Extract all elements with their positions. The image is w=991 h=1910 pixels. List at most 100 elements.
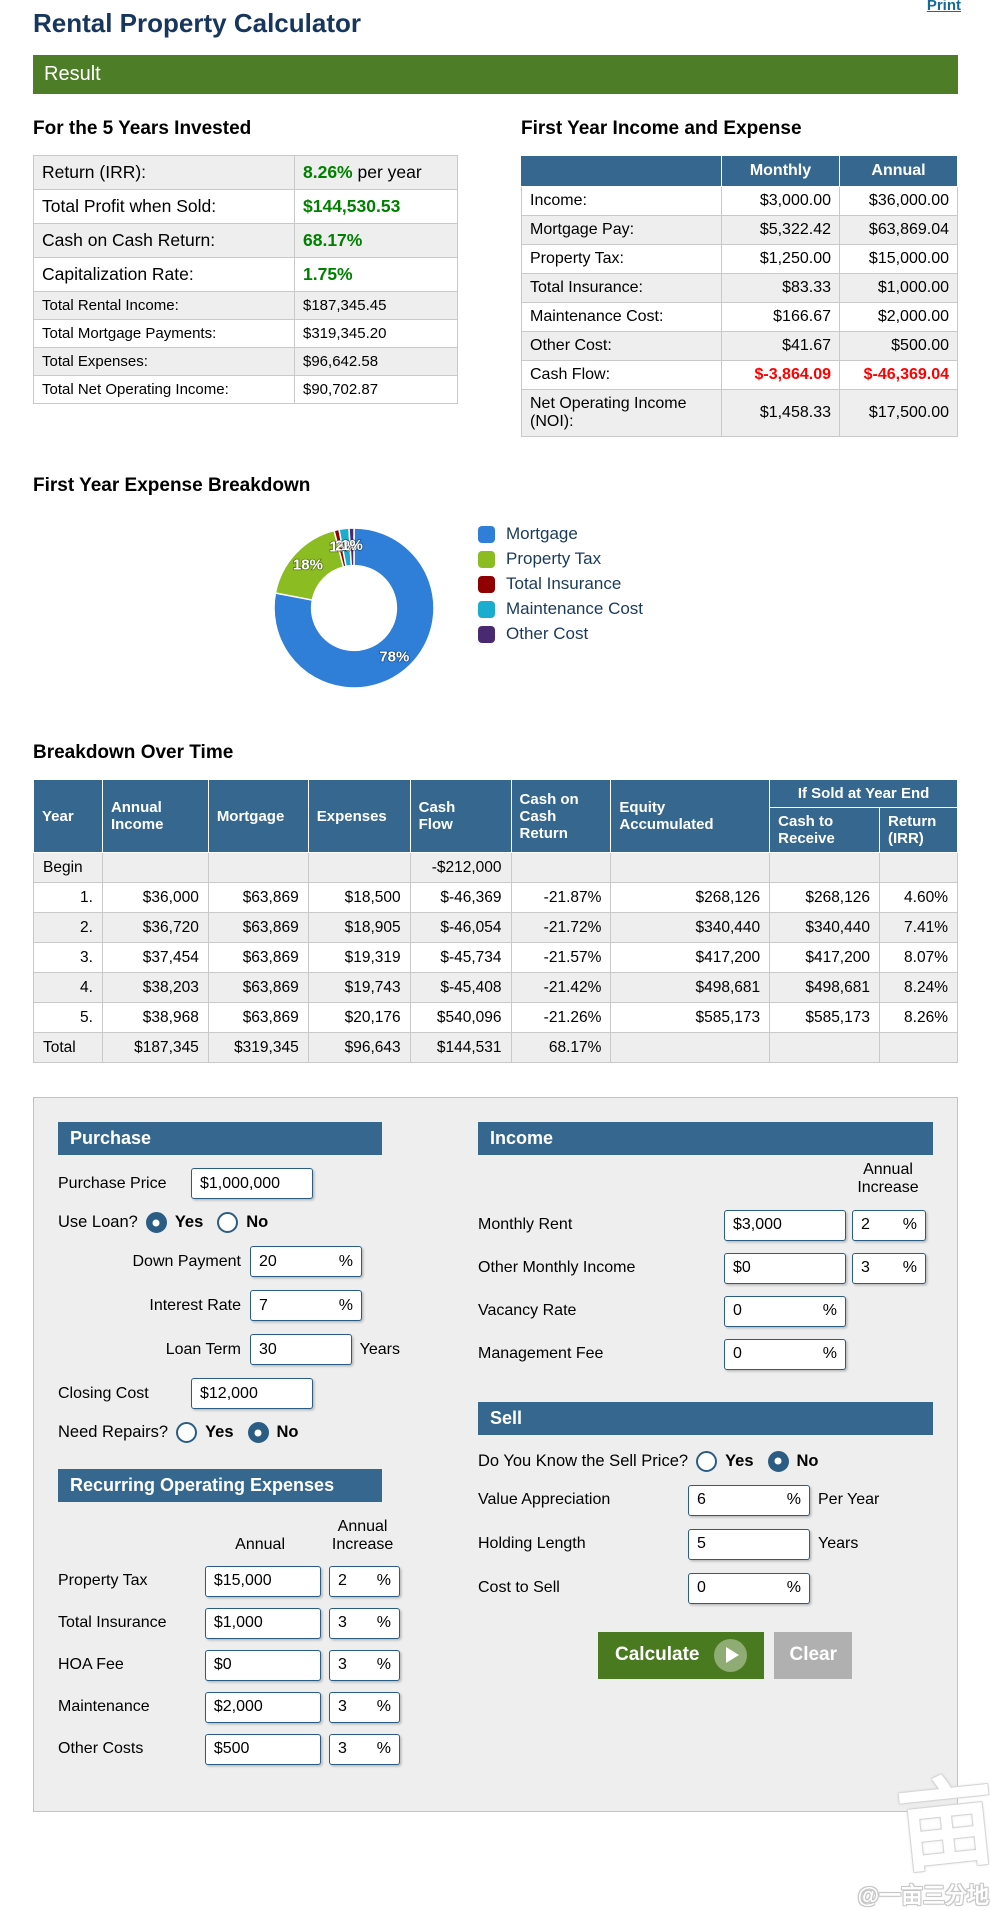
row-label: Income:: [521, 186, 722, 216]
management-fee-input[interactable]: 0%: [724, 1338, 846, 1370]
legend-item: Total Insurance: [478, 574, 643, 594]
insurance-annual-input[interactable]: $1,000: [204, 1607, 322, 1639]
legend-item: Mortgage: [478, 524, 643, 544]
closing-cost-label: Closing Cost: [58, 1384, 149, 1402]
annual-value: $500.00: [839, 331, 958, 361]
value-appreciation-input[interactable]: 6%: [688, 1484, 810, 1516]
row-label: Property Tax:: [521, 244, 722, 274]
first-year-table: Monthly Annual Income: $3,000.00 $36,000…: [521, 155, 958, 437]
legend-swatch-maintenance: [478, 600, 495, 618]
table-row: Return (IRR): 8.26% per year: [33, 155, 458, 190]
cost-to-sell-input[interactable]: 0%: [688, 1572, 810, 1604]
other-income-input[interactable]: $0: [724, 1252, 846, 1284]
income-row-vacancy: Vacancy Rate 0%: [478, 1295, 933, 1327]
expense-breakdown-chart: 78% 18% 1% 2% 1% Mortgage Property Tax Total…: [258, 512, 958, 704]
closing-cost-input[interactable]: $12,000: [191, 1378, 313, 1409]
print-link[interactable]: Print: [926, 0, 961, 14]
property-tax-increase-input[interactable]: 2%: [328, 1565, 400, 1597]
holding-length-label: Holding Length: [478, 1535, 586, 1553]
maintenance-annual-input[interactable]: $2,000: [204, 1691, 322, 1723]
annual-column-header: Annual: [839, 155, 958, 187]
other-costs-increase-input[interactable]: 3%: [328, 1733, 400, 1765]
interest-rate-input[interactable]: 7%: [250, 1290, 362, 1321]
need-repairs-no-label: No: [276, 1423, 299, 1441]
year-header: Year: [33, 779, 103, 853]
know-sell-price-yes-radio[interactable]: [696, 1450, 718, 1472]
other-costs-label: Other Costs: [58, 1740, 144, 1758]
percent-suffix: %: [376, 1698, 391, 1716]
row-label: Net Operating Income (NOI):: [521, 389, 722, 437]
monthly-rent-increase-input[interactable]: 2%: [852, 1209, 926, 1241]
annual-value: $-46,369.04: [839, 360, 958, 390]
insurance-increase-input[interactable]: 3%: [328, 1607, 400, 1639]
percent-suffix: %: [338, 1252, 353, 1270]
year-cell: 1.: [33, 882, 103, 913]
clear-button[interactable]: Clear: [774, 1631, 853, 1679]
percent-suffix: %: [376, 1614, 391, 1632]
chart-legend: Mortgage Property Tax Total Insurance Ma…: [478, 524, 643, 644]
annual-value: $2,000.00: [839, 302, 958, 332]
use-loan-no-radio[interactable]: [217, 1212, 239, 1233]
purchase-section-header: Purchase: [58, 1122, 382, 1155]
legend-label: Property Tax: [506, 549, 602, 568]
need-repairs-yes-radio[interactable]: [176, 1422, 198, 1443]
loan-term-label: Loan Term: [165, 1340, 241, 1358]
property-tax-annual-input[interactable]: $15,000: [204, 1565, 322, 1597]
year-cell: 3.: [33, 942, 103, 973]
percent-suffix: %: [376, 1656, 391, 1674]
hoa-annual-input[interactable]: $0: [204, 1649, 322, 1681]
down-payment-input[interactable]: 20%: [250, 1246, 362, 1277]
table-row: Cash on Cash Return: 68.17%: [33, 223, 458, 258]
summary-label: Total Net Operating Income:: [33, 375, 295, 404]
total-noi-value: $90,702.87: [294, 375, 458, 404]
other-income-increase-input[interactable]: 3%: [852, 1252, 926, 1284]
donut-data-label: 1%: [329, 538, 351, 555]
donut-data-label: 2%: [335, 537, 357, 554]
donut-data-label: 1%: [341, 537, 363, 554]
year-cell: 4.: [33, 972, 103, 1003]
vacancy-rate-input[interactable]: 0%: [724, 1295, 846, 1327]
cash-flow-row: Cash Flow: $-3,864.09 $-46,369.04: [521, 360, 958, 390]
table-row: Other Cost: $41.67 $500.00: [521, 331, 958, 361]
hoa-increase-input[interactable]: 3%: [328, 1649, 400, 1681]
annual-value: $63,869.04: [839, 215, 958, 245]
result-section-header: Result: [33, 55, 958, 94]
calculate-button[interactable]: Calculate: [598, 1631, 765, 1679]
monthly-column-header: Monthly: [721, 155, 840, 187]
coc-return-value: 68.17%: [294, 223, 458, 258]
years-suffix: Years: [818, 1535, 859, 1553]
know-sell-price-no-radio[interactable]: [767, 1450, 789, 1472]
table-row: Maintenance Cost: $166.67 $2,000.00: [521, 302, 958, 332]
expense-breakdown-heading: First Year Expense Breakdown: [33, 475, 311, 496]
other-costs-annual-input[interactable]: $500: [204, 1733, 322, 1765]
total-insurance-label: Total Insurance: [58, 1614, 167, 1632]
purchase-price-input[interactable]: $1,000,000: [191, 1168, 313, 1199]
know-sell-price-yes-label: Yes: [725, 1451, 754, 1470]
use-loan-yes-radio[interactable]: [145, 1212, 167, 1233]
year-cell: 5.: [33, 1002, 103, 1033]
sell-section-header: Sell: [478, 1401, 933, 1435]
annual-value: $17,500.00: [839, 389, 958, 437]
maintenance-increase-input[interactable]: 3%: [328, 1691, 400, 1723]
summary-label: Capitalization Rate:: [33, 257, 295, 292]
total-expenses-value: $96,642.58: [294, 347, 458, 376]
percent-suffix: %: [338, 1296, 353, 1314]
need-repairs-no-radio[interactable]: [247, 1422, 269, 1443]
table-row: Total Net Operating Income: $90,702.87: [33, 375, 458, 404]
row-label: Mortgage Pay:: [521, 215, 722, 245]
monthly-rent-input[interactable]: $3,000: [724, 1209, 846, 1241]
recurring-row-other-costs: Other Costs $500 3%: [58, 1733, 400, 1765]
cash-to-receive-header: Cash to Receive: [769, 807, 880, 853]
legend-item: Property Tax: [478, 549, 643, 569]
page-title: Rental Property Calculator: [33, 8, 361, 38]
annual-column-label: Annual: [235, 1536, 285, 1554]
monthly-value: $-3,864.09: [721, 360, 840, 390]
monthly-value: $41.67: [721, 331, 840, 361]
summary-label: Cash on Cash Return:: [33, 223, 295, 258]
income-column-headers: Annual Increase: [478, 1161, 933, 1198]
irr-value: 8.26%: [303, 162, 353, 182]
row-label: Total Insurance:: [521, 273, 722, 303]
if-sold-group-header: If Sold at Year End: [769, 779, 958, 808]
holding-length-input[interactable]: 5: [688, 1528, 810, 1560]
loan-term-input[interactable]: 30: [250, 1334, 352, 1365]
